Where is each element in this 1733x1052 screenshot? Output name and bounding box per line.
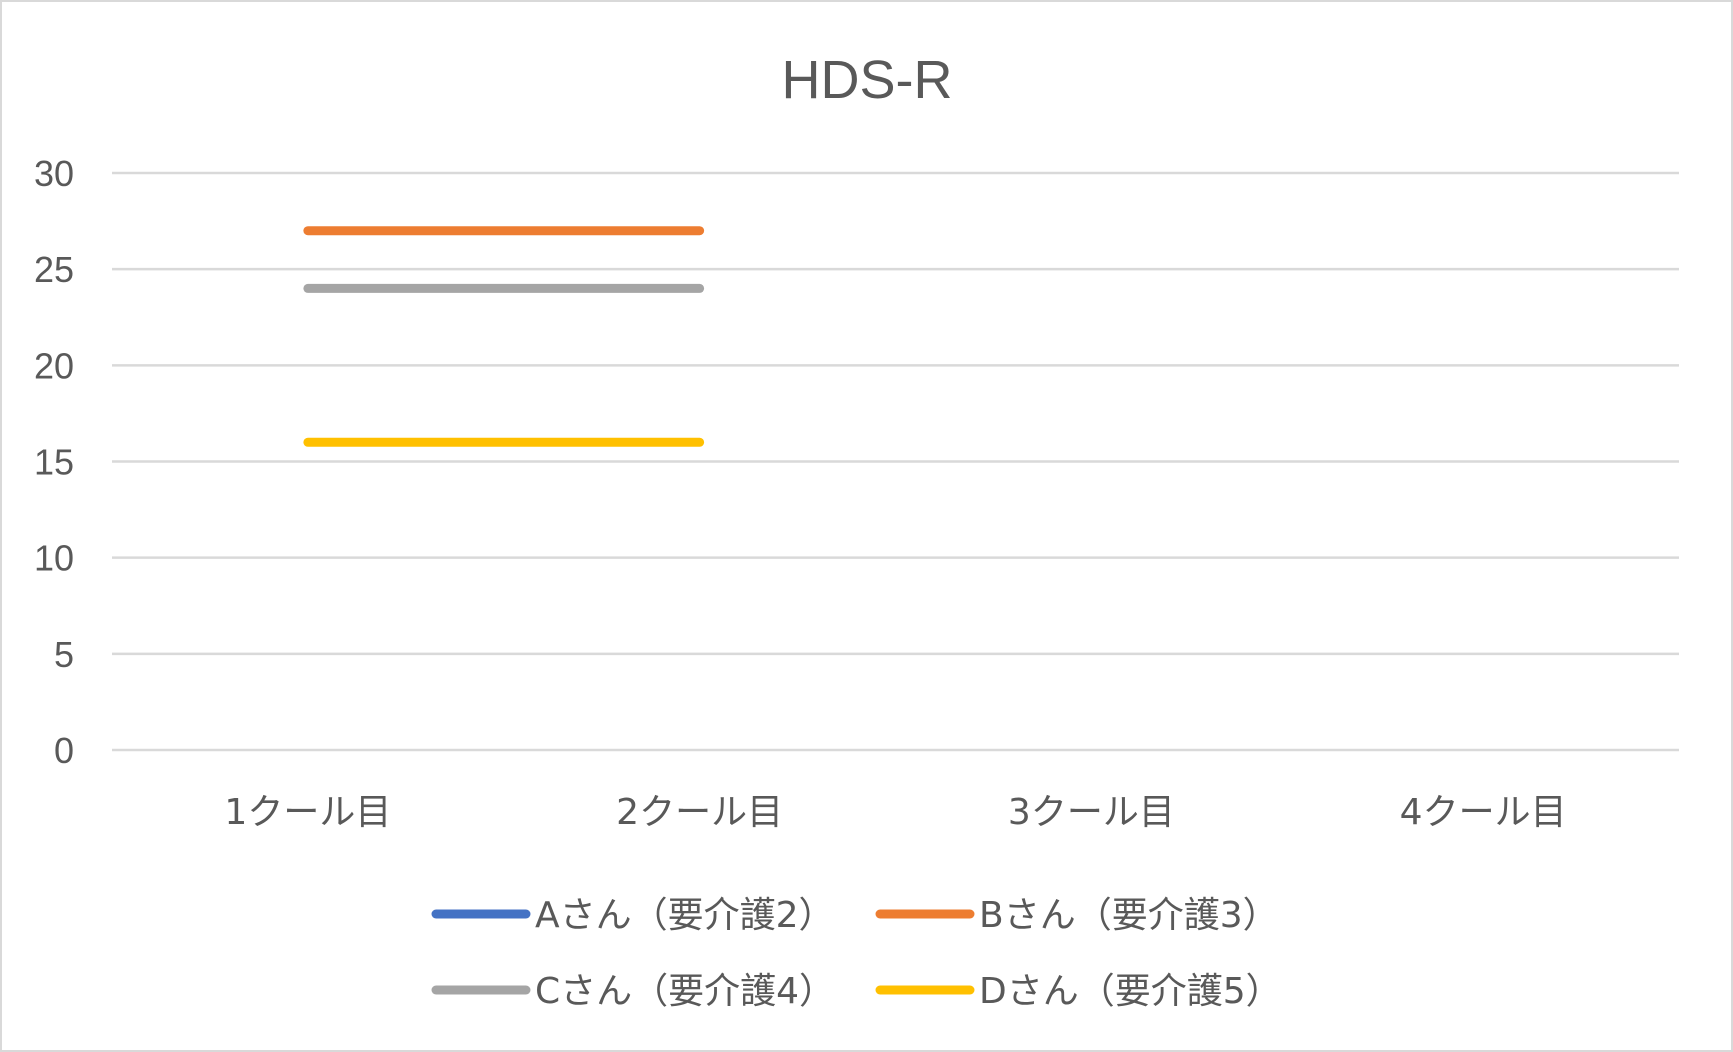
legend-label: Aさん（要介護2） — [535, 895, 835, 936]
legend-label: Bさん（要介護3） — [979, 895, 1279, 936]
series-lines — [303, 226, 705, 447]
x-axis-ticks: 1クール目 2クール目 3クール目 4クール目 — [224, 792, 1566, 833]
legend: Aさん（要介護2） Bさん（要介護3） Cさん（要介護4） Dさん（要介護5） — [431, 895, 1282, 1012]
chart-title: HDS-R — [782, 50, 953, 110]
legend-label: Cさん（要介護4） — [535, 971, 835, 1012]
y-tick-label: 10 — [34, 538, 74, 579]
y-tick-label: 15 — [34, 442, 74, 483]
x-tick-label: 3クール目 — [1008, 792, 1175, 833]
y-axis-ticks: 0 5 10 15 20 25 30 — [34, 153, 74, 771]
x-tick-label: 1クール目 — [224, 792, 391, 833]
gridlines — [112, 171, 1679, 752]
x-tick-label: 2クール目 — [616, 792, 783, 833]
y-tick-label: 20 — [34, 345, 74, 386]
y-tick-label: 25 — [34, 249, 74, 290]
y-tick-label: 30 — [34, 153, 74, 194]
y-tick-label: 0 — [54, 730, 74, 771]
legend-label: Dさん（要介護5） — [979, 971, 1282, 1012]
y-tick-label: 5 — [54, 634, 74, 675]
x-tick-label: 4クール目 — [1400, 792, 1567, 833]
